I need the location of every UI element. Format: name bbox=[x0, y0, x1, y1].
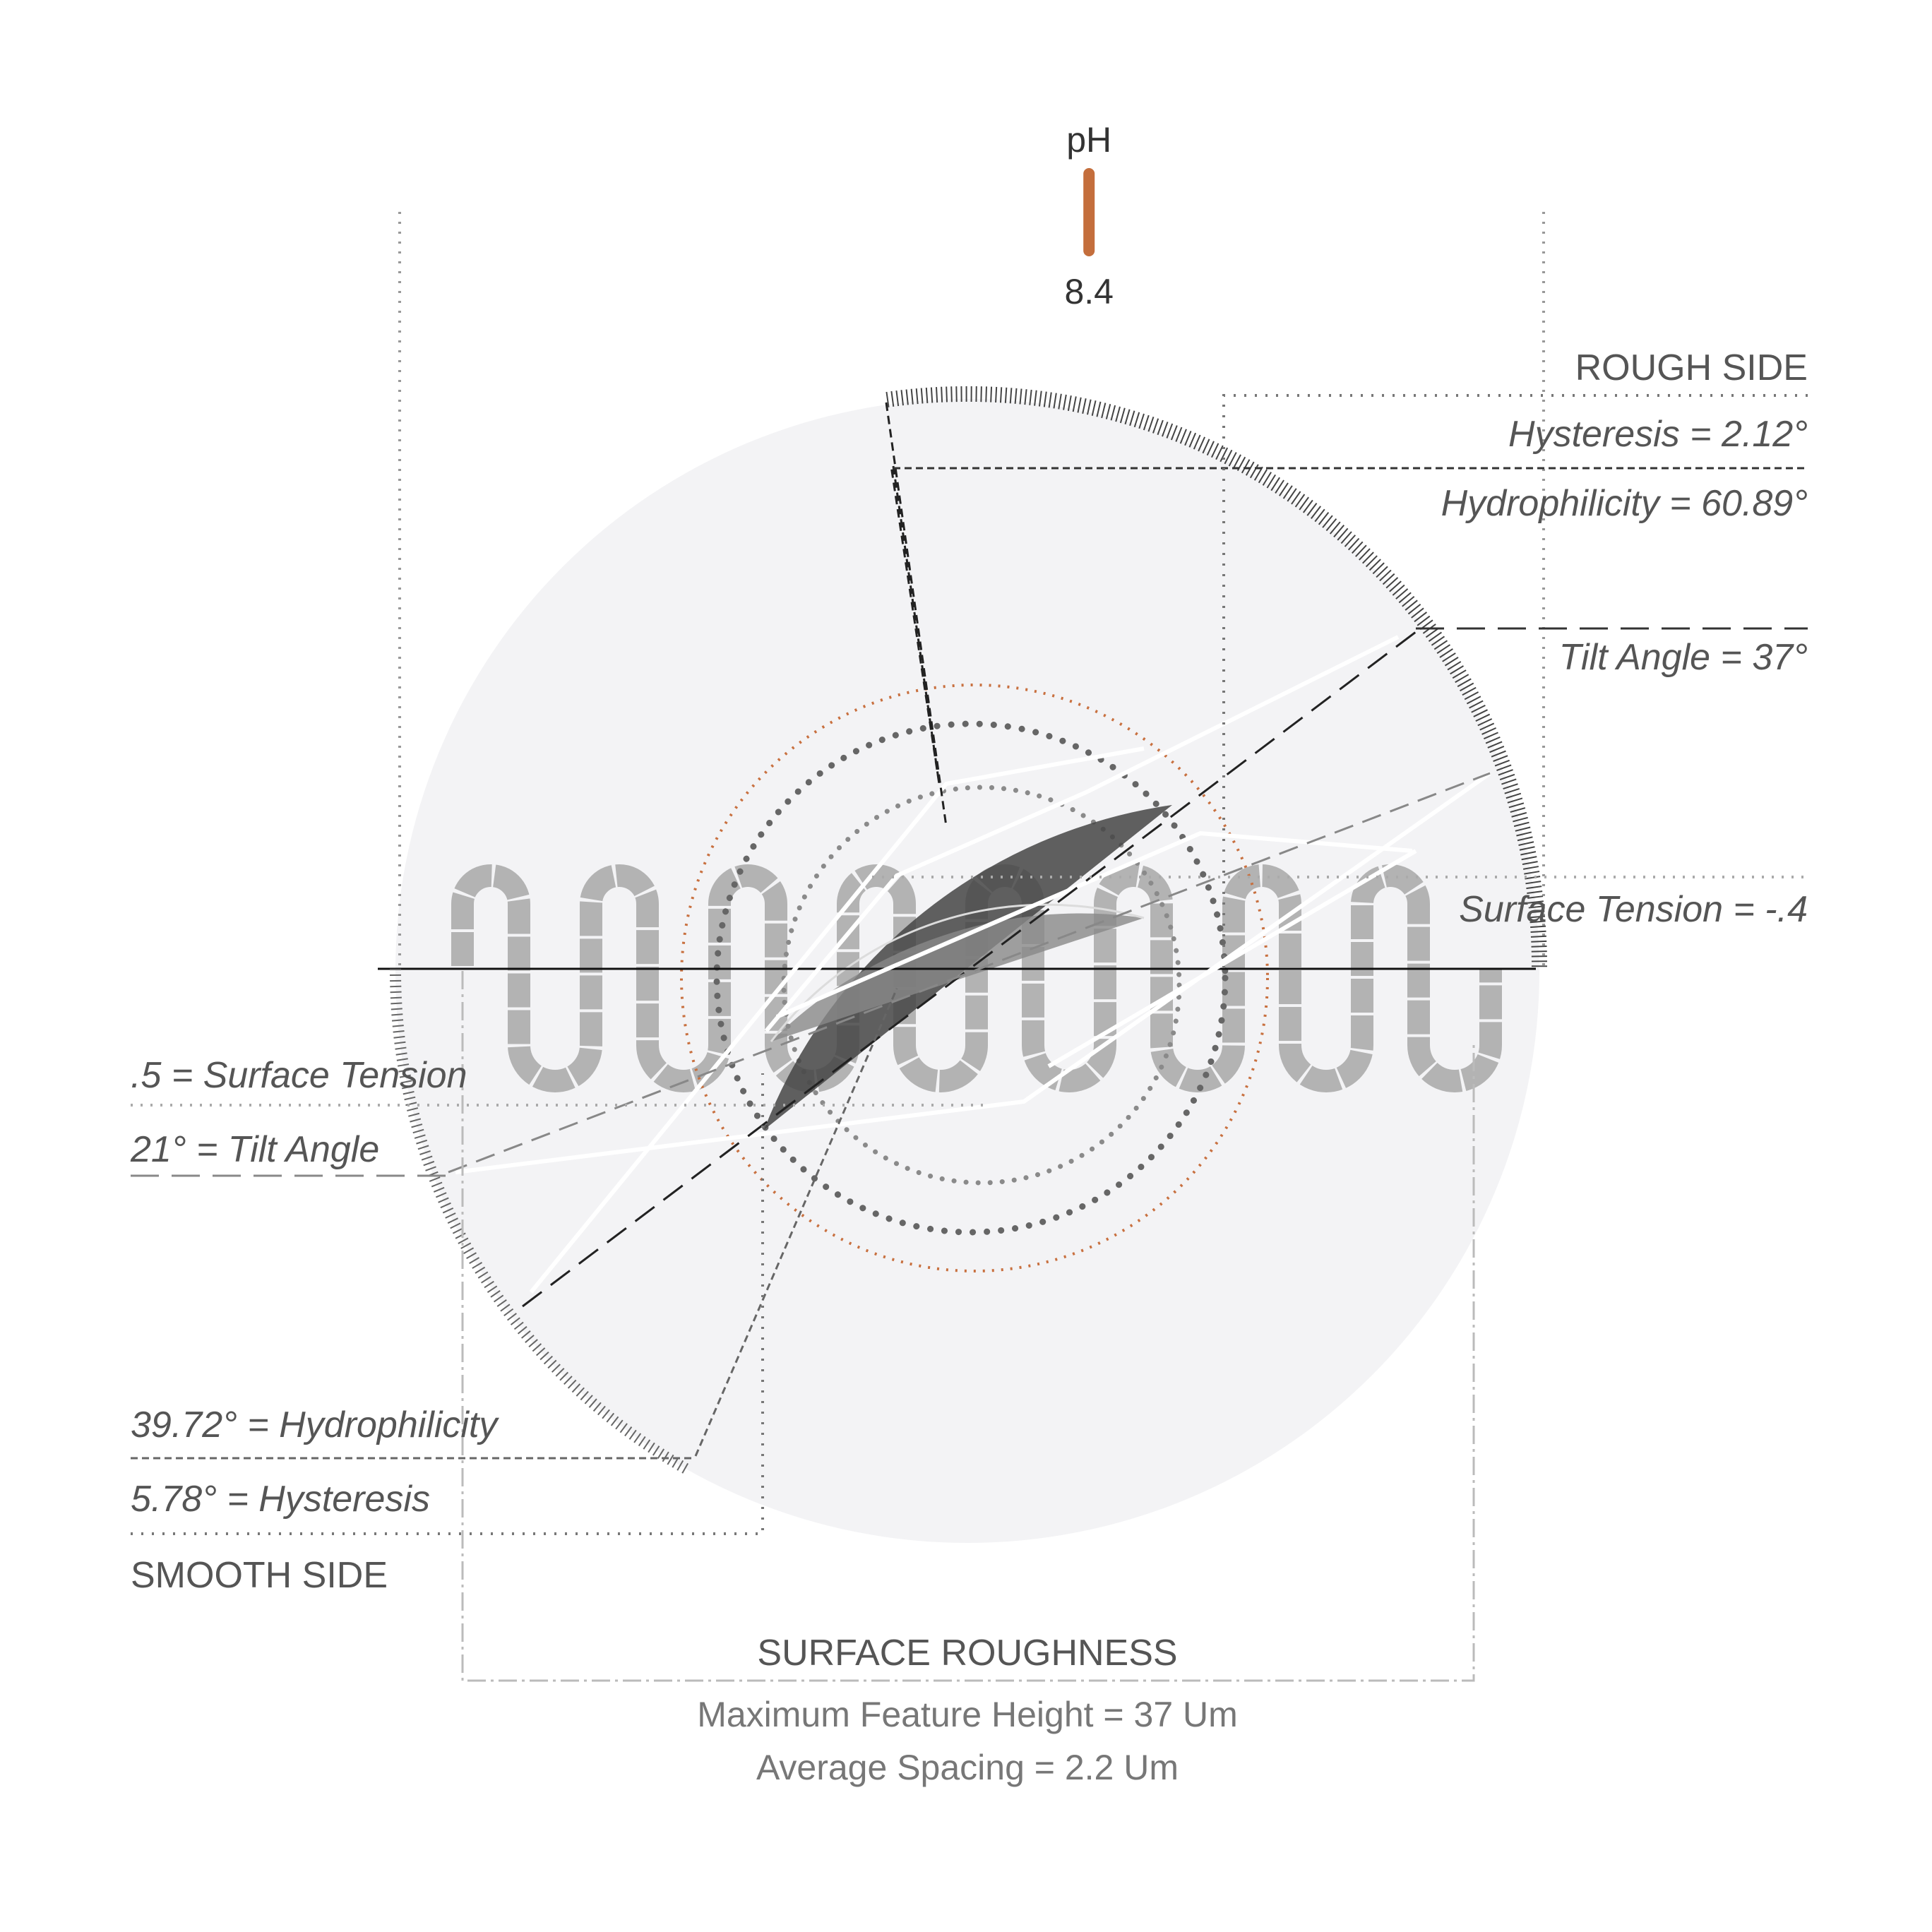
rough-hydrophilicity-arm bbox=[885, 402, 948, 827]
smooth-hysteresis-label: 5.78° = Hysteresis bbox=[131, 1479, 430, 1520]
surface-coil bbox=[451, 864, 1502, 1092]
rough-tilt-angle-label: Tilt Angle = 37° bbox=[1559, 637, 1808, 678]
ph-label: pH bbox=[1066, 120, 1111, 160]
outer-orange-ring bbox=[680, 684, 1269, 1272]
smooth-tick-arc bbox=[389, 968, 691, 1475]
surface-roughness-title: SURFACE ROUGHNESS bbox=[757, 1633, 1177, 1674]
ph-scale: pH 8.4 bbox=[399, 120, 1544, 311]
smooth-droplet-edge bbox=[770, 903, 1145, 1042]
smooth-surface-tension-label: .5 = Surface Tension bbox=[131, 1055, 467, 1096]
smooth-side-title: SMOOTH SIDE bbox=[131, 1555, 388, 1596]
roughness-bracket bbox=[461, 971, 1475, 1682]
dark-dotted-ring bbox=[713, 720, 1229, 1236]
smooth-hydrophilicity-arm bbox=[694, 988, 898, 1457]
smooth-hydrophilicity-label: 39.72° = Hydrophilicity bbox=[131, 1405, 499, 1445]
rough-hydrophilicity-label: Hydrophilicity = 60.89° bbox=[1441, 483, 1808, 524]
rough-tilt-line bbox=[522, 631, 1417, 1308]
inner-dotted-ring bbox=[781, 785, 1182, 1186]
smooth-tilt-angle-label: 21° = Tilt Angle bbox=[130, 1129, 379, 1170]
max-feature-height-label: Maximum Feature Height = 37 Um bbox=[697, 1695, 1238, 1734]
smooth-tilt-line bbox=[448, 772, 1491, 1174]
rough-surface-tension-label: Surface Tension = -.4 bbox=[1459, 889, 1808, 930]
rough-hysteresis-label: Hysteresis = 2.12° bbox=[1508, 414, 1808, 455]
average-spacing-label: Average Spacing = 2.2 Um bbox=[756, 1748, 1179, 1787]
ph-marker bbox=[1083, 168, 1095, 256]
rough-side-title: ROUGH SIDE bbox=[1575, 347, 1808, 388]
white-construction-lines bbox=[455, 635, 1491, 1294]
ph-value: 8.4 bbox=[1064, 272, 1114, 311]
rough-hysteresis-leader bbox=[1222, 394, 1808, 969]
